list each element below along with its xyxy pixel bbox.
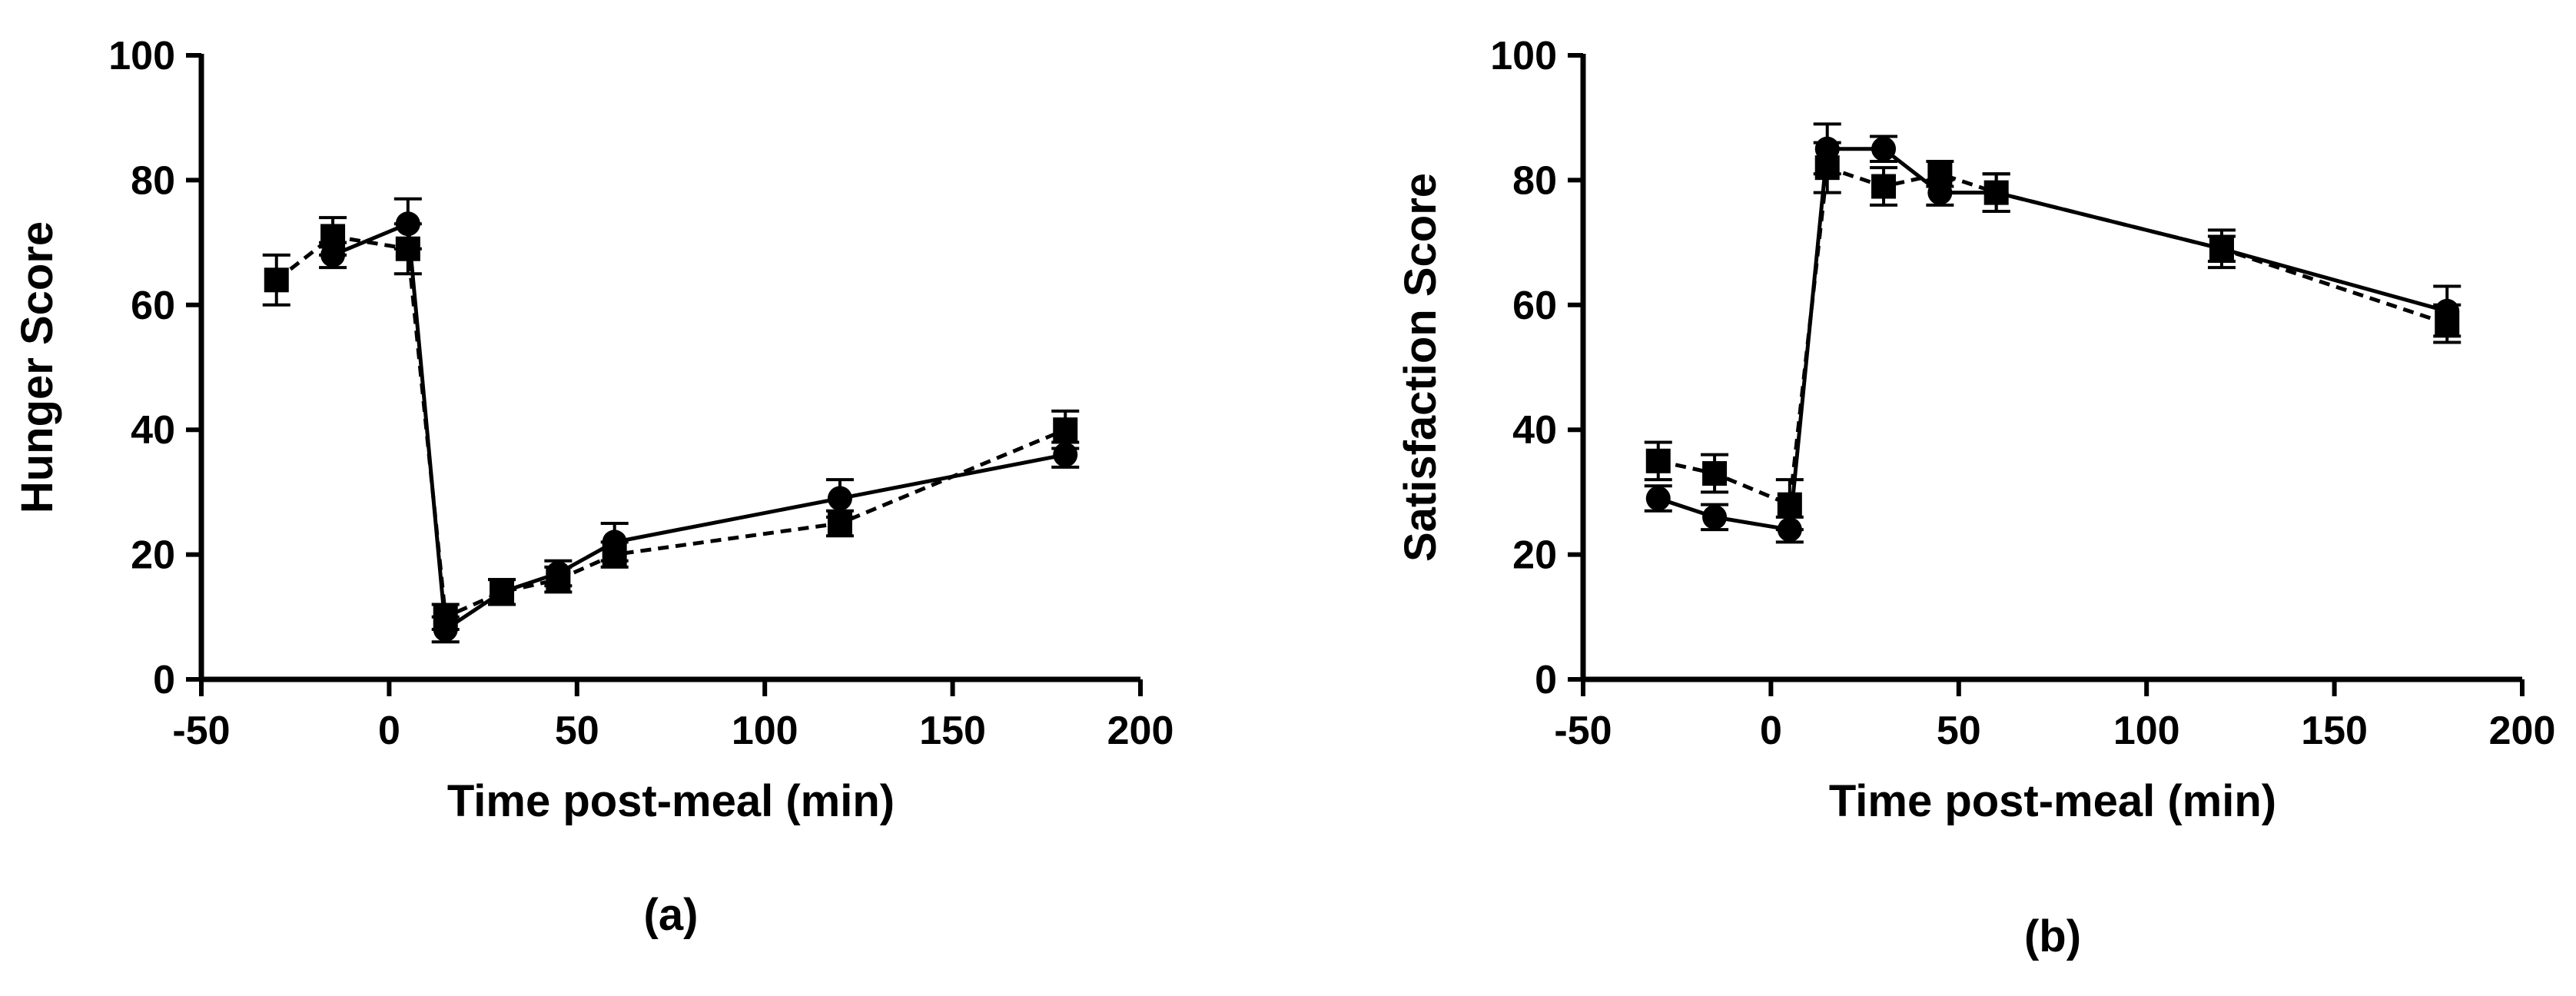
x-tick-label: 0 <box>1760 709 1782 753</box>
data-point-square <box>490 579 515 605</box>
data-point-square <box>827 511 852 536</box>
x-axis-title: Time post-meal (min) <box>447 776 895 826</box>
y-tick-label: 60 <box>1512 284 1557 328</box>
data-point-square <box>320 224 346 249</box>
data-point-square <box>433 604 458 629</box>
x-tick-label: -50 <box>172 709 230 753</box>
series-line <box>275 234 1067 619</box>
series-circle-solid <box>1644 122 2461 544</box>
panel-b-satisfaction-chart: 0 20 40 60 80 100 -50 0 50 100 150 200 Time post-mea… <box>1396 34 2555 961</box>
x-tick-label: 50 <box>555 709 599 753</box>
data-point-square <box>264 267 289 293</box>
data-point-circle <box>1702 504 1728 530</box>
series-line <box>332 221 1066 632</box>
data-point-square <box>1645 448 1671 473</box>
x-axis-title: Time post-meal (min) <box>1829 776 2276 826</box>
data-point-square <box>1702 461 1728 486</box>
x-tick-label: 100 <box>2113 709 2180 753</box>
x-tick-label: 200 <box>1107 709 1174 753</box>
data-point-square <box>1871 174 1897 199</box>
panel-label: (a) <box>644 890 699 940</box>
data-point-square <box>1053 417 1078 443</box>
y-tick-label: 40 <box>131 408 175 453</box>
y-tick-label: 100 <box>1490 34 1557 78</box>
series-square-dashed <box>1644 141 2461 532</box>
y-tick-label: 20 <box>131 533 175 578</box>
x-tick-label: 50 <box>1937 709 1981 753</box>
x-tick-label: 100 <box>732 709 798 753</box>
data-point-circle <box>1645 486 1671 511</box>
x-tick-label: -50 <box>1554 709 1612 753</box>
data-point-square <box>2435 311 2460 337</box>
series-line <box>1658 165 2448 507</box>
data-point-circle <box>827 486 852 511</box>
series-square-dashed <box>262 216 1080 632</box>
y-axis-title: Satisfaction Score <box>1396 173 1446 562</box>
y-tick-label: 20 <box>1512 533 1557 578</box>
panel-label: (b) <box>2024 911 2081 961</box>
data-point-circle <box>1871 136 1897 161</box>
y-tick-label: 0 <box>1535 658 1557 702</box>
data-point-square <box>1927 161 1953 187</box>
y-axis-title: Hunger Score <box>12 221 62 513</box>
data-point-square <box>1983 180 2009 205</box>
x-tick-label: 150 <box>919 709 986 753</box>
x-tick-label: 150 <box>2301 709 2368 753</box>
y-tick-label: 80 <box>131 158 175 203</box>
y-tick-label: 40 <box>1512 408 1557 453</box>
data-point-square <box>602 542 627 567</box>
panel-a-hunger-chart: 0 20 40 60 80 100 -50 0 50 100 150 200 Time post-mea… <box>12 34 1173 940</box>
data-point-square <box>1814 155 1840 181</box>
y-tick-label: 80 <box>1512 158 1557 203</box>
y-tick-label: 0 <box>153 658 175 702</box>
data-point-square <box>546 567 571 593</box>
data-point-square <box>2209 236 2234 261</box>
x-tick-label: 0 <box>378 709 400 753</box>
series-circle-solid <box>319 197 1080 644</box>
y-tick-label: 60 <box>131 284 175 328</box>
data-point-square <box>395 236 420 261</box>
y-tick-label: 100 <box>108 34 175 78</box>
x-tick-label: 200 <box>2489 709 2556 753</box>
data-point-square <box>1777 492 1802 517</box>
